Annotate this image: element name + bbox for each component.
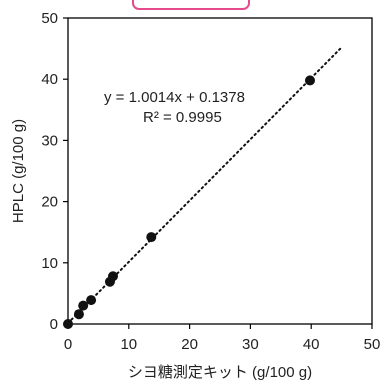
r-squared-label: R² = 0.9995 xyxy=(143,109,222,126)
x-axis-label: シヨ糖測定キット (g/100 g) xyxy=(128,364,312,381)
data-point xyxy=(146,232,157,243)
y-tick-label: 50 xyxy=(41,10,58,27)
top-badge xyxy=(132,0,250,10)
x-tick-label: 10 xyxy=(120,336,137,353)
data-point xyxy=(78,300,89,311)
x-tick-label: 40 xyxy=(303,336,320,353)
y-tick-label: 10 xyxy=(41,255,58,272)
plot-area-border xyxy=(67,17,373,325)
y-tick-label: 30 xyxy=(41,132,58,149)
equation-label: y = 1.0014x + 0.1378 xyxy=(104,89,245,106)
data-points xyxy=(63,75,315,329)
x-tick-label: 50 xyxy=(364,336,381,353)
data-point xyxy=(107,271,118,282)
data-point xyxy=(73,309,84,320)
x-tick-label: 30 xyxy=(242,336,259,353)
y-tick-label: 40 xyxy=(41,71,58,88)
y-tick-label: 20 xyxy=(41,194,58,211)
x-axis-ticks: 0 10 20 30 40 50 xyxy=(64,324,381,353)
data-point xyxy=(304,75,315,86)
data-point xyxy=(63,319,73,329)
data-point xyxy=(86,295,97,306)
y-tick-label: 0 xyxy=(50,316,58,333)
y-axis-label: HPLC (g/100 g) xyxy=(10,119,27,223)
x-tick-label: 0 xyxy=(64,336,72,353)
x-tick-label: 20 xyxy=(181,336,198,353)
y-axis-ticks: 0 10 20 30 40 50 xyxy=(41,10,68,333)
